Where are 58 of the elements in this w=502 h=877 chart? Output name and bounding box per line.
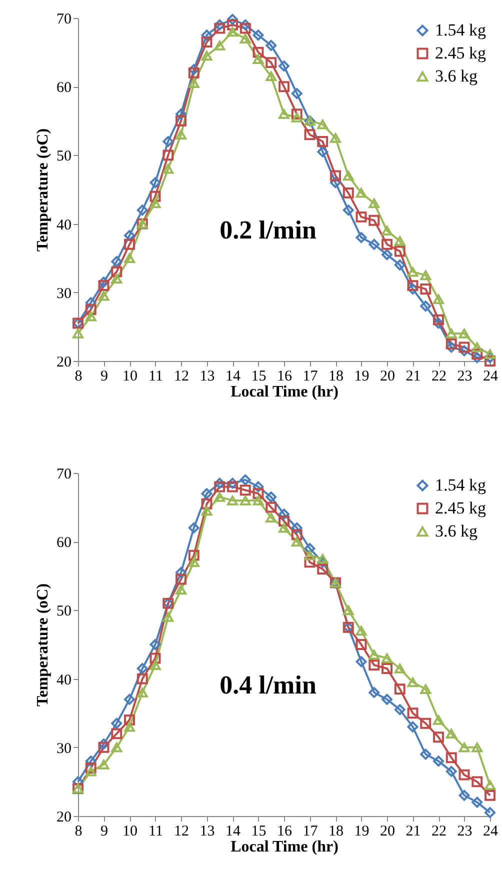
y-tick-label: 30 xyxy=(56,286,72,302)
y-tick-label: 20 xyxy=(56,354,72,370)
legend-label: 3.6 kg xyxy=(435,522,478,540)
y-axis-title: Temperature (oC) xyxy=(34,583,52,707)
x-tick-label: 16 xyxy=(277,368,292,384)
x-tick-label: 13 xyxy=(200,368,215,384)
x-tick-label: 22 xyxy=(432,368,446,384)
x-tick-label: 15 xyxy=(251,368,266,384)
x-tick-label: 11 xyxy=(148,368,163,384)
x-tick-label: 20 xyxy=(380,824,395,840)
x-tick-label: 21 xyxy=(406,824,421,840)
legend-label: 2.45 kg xyxy=(435,498,486,518)
x-tick-label: 18 xyxy=(328,368,344,384)
x-tick-label: 19 xyxy=(354,368,370,384)
y-tick-label: 60 xyxy=(56,80,72,96)
y-tick-label: 50 xyxy=(56,604,72,620)
x-tick-label: 14 xyxy=(226,824,241,840)
x-tick-label: 8 xyxy=(74,824,82,840)
x-tick-label: 17 xyxy=(302,824,318,840)
y-tick-label: 60 xyxy=(56,535,72,552)
x-tick-label: 8 xyxy=(74,368,82,384)
annotation: 0.4 l/min xyxy=(220,670,317,700)
y-axis-title: Temperature (oC) xyxy=(34,128,52,252)
x-tick-label: 21 xyxy=(406,368,421,384)
legend-label: 1.54 kg xyxy=(435,20,486,40)
x-tick-label: 12 xyxy=(174,368,189,384)
x-tick-label: 14 xyxy=(226,368,241,384)
x-tick-label: 23 xyxy=(457,368,472,384)
x-tick-label: 13 xyxy=(200,824,215,840)
x-tick-label: 11 xyxy=(148,824,163,840)
x-tick-label: 17 xyxy=(302,368,318,384)
x-tick-label: 15 xyxy=(251,824,266,840)
x-tick-label: 24 xyxy=(483,824,498,840)
y-tick-label: 30 xyxy=(56,740,72,757)
x-tick-label: 19 xyxy=(354,824,370,840)
x-tick-label: 9 xyxy=(100,824,108,840)
legend-label: 3.6 kg xyxy=(435,66,478,86)
legend-label: 1.54 kg xyxy=(435,476,486,494)
annotation: 0.2 l/min xyxy=(220,216,317,245)
y-tick-label: 70 xyxy=(56,12,72,28)
x-tick-label: 12 xyxy=(174,824,189,840)
legend-label: 2.45 kg xyxy=(435,44,486,62)
x-tick-label: 20 xyxy=(380,368,395,384)
y-tick-label: 40 xyxy=(56,217,72,234)
y-tick-label: 50 xyxy=(56,148,72,165)
y-tick-label: 20 xyxy=(56,810,72,826)
x-tick-label: 24 xyxy=(483,368,498,384)
x-tick-label: 22 xyxy=(432,824,446,840)
y-tick-label: 70 xyxy=(56,466,72,482)
x-tick-label: 9 xyxy=(100,368,108,384)
x-tick-label: 23 xyxy=(457,824,472,840)
x-tick-label: 16 xyxy=(277,824,292,840)
x-axis-title: Local Time (hr) xyxy=(230,384,338,400)
x-tick-label: 18 xyxy=(328,824,344,840)
y-tick-label: 40 xyxy=(56,672,72,688)
x-tick-label: 10 xyxy=(122,824,138,840)
x-tick-label: 10 xyxy=(122,368,138,384)
x-axis-title: Local Time (hr) xyxy=(230,838,338,856)
